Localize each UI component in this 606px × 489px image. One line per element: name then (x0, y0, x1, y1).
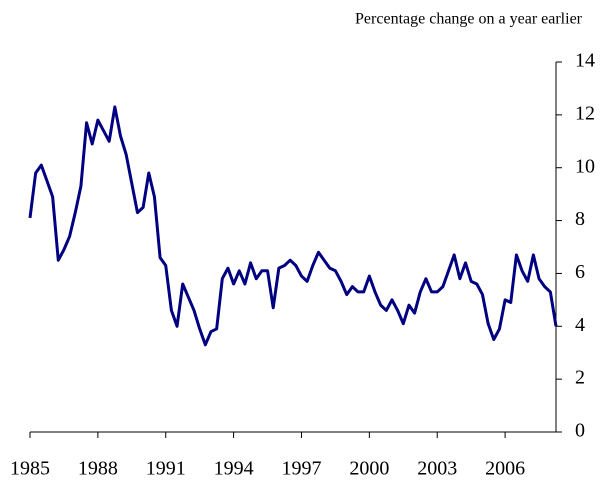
y-tick-label: 2 (575, 367, 585, 389)
x-tick-label: 1997 (281, 458, 321, 480)
x-tick-label: 1985 (10, 458, 50, 480)
y-tick-label: 4 (575, 314, 585, 336)
x-tick-label: 2003 (417, 458, 457, 480)
y-tick-label: 8 (575, 208, 585, 230)
y-tick-label: 0 (575, 420, 585, 442)
chart-subtitle: Percentage change on a year earlier (355, 11, 583, 28)
y-tick-label: 10 (575, 155, 595, 177)
y-tick-label: 14 (575, 50, 595, 72)
x-tick-label: 2006 (485, 458, 525, 480)
x-tick-label: 1988 (78, 458, 118, 480)
x-tick-label: 2000 (349, 458, 389, 480)
y-tick-label: 12 (575, 102, 595, 124)
x-tick-label: 1991 (146, 458, 186, 480)
y-tick-label: 6 (575, 261, 585, 283)
data-line (28, 105, 558, 347)
x-tick-label: 1994 (214, 458, 254, 480)
